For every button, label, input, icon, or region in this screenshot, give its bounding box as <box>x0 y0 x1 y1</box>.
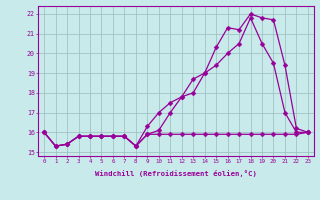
X-axis label: Windchill (Refroidissement éolien,°C): Windchill (Refroidissement éolien,°C) <box>95 170 257 177</box>
